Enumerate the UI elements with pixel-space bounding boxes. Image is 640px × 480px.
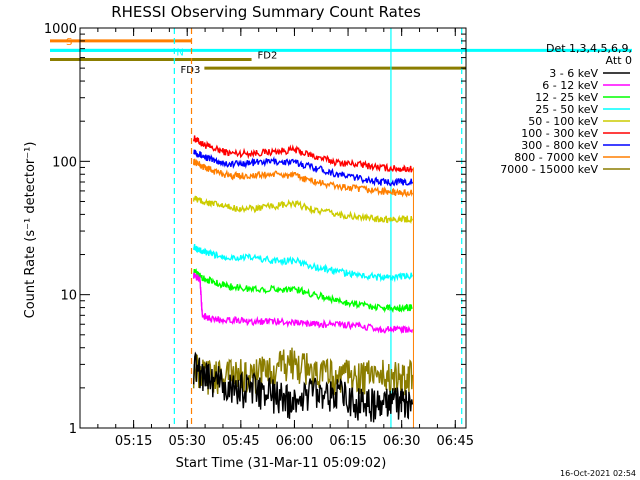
series-line bbox=[193, 268, 413, 314]
legend-label: 3 - 6 keV bbox=[549, 67, 598, 80]
series-line bbox=[193, 135, 414, 173]
series-line bbox=[193, 351, 414, 423]
series-layer bbox=[193, 135, 414, 428]
legend-header-detectors: Det 1,3,4,5,6,9, bbox=[546, 42, 632, 55]
event-marker-lines bbox=[173, 28, 463, 428]
y-axis: 1 10 100 1000 bbox=[44, 22, 466, 437]
legend-header-attenuator: Att 0 bbox=[606, 54, 632, 67]
x-tick-label: 05:15 bbox=[115, 434, 152, 449]
legend-label: 25 - 50 keV bbox=[535, 103, 598, 116]
y-tick-label: 1 bbox=[69, 422, 77, 437]
flag-label: FD3 bbox=[181, 65, 201, 76]
x-tick-label: 05:30 bbox=[168, 434, 205, 449]
flag-label: S bbox=[66, 37, 72, 48]
series-line bbox=[193, 195, 414, 225]
x-axis: 05:15 05:30 05:45 06:00 06:15 06:30 06:45 bbox=[79, 28, 474, 449]
legend-label: 7000 - 15000 keV bbox=[500, 163, 598, 176]
x-tick-label: 06:00 bbox=[276, 434, 313, 449]
instrument-state-flags: SNNFD2FD3 bbox=[50, 37, 632, 76]
y-axis-label: Count Rate (s⁻¹ detector⁻¹) bbox=[23, 142, 38, 319]
generation-timestamp: 16-Oct-2021 02:54 bbox=[560, 469, 636, 478]
series-line bbox=[193, 244, 414, 283]
y-tick-label: 1000 bbox=[44, 22, 77, 37]
chart-title: RHESSI Observing Summary Count Rates bbox=[111, 3, 421, 21]
series-line bbox=[193, 149, 414, 187]
y-tick-label: 10 bbox=[60, 289, 77, 304]
x-tick-label: 06:30 bbox=[383, 434, 420, 449]
legend-label: 800 - 7000 keV bbox=[514, 151, 598, 164]
flag-label: N bbox=[176, 47, 183, 58]
y-tick-label: 100 bbox=[52, 155, 77, 170]
x-tick-label: 06:45 bbox=[437, 434, 474, 449]
series-line bbox=[193, 158, 414, 198]
legend-label: 6 - 12 keV bbox=[542, 79, 598, 92]
series-line bbox=[193, 347, 414, 396]
legend-label: 50 - 100 keV bbox=[528, 115, 598, 128]
legend-label: 300 - 800 keV bbox=[521, 139, 598, 152]
series-line bbox=[193, 272, 414, 335]
legend-label: 12 - 25 keV bbox=[535, 91, 598, 104]
flag-label: FD2 bbox=[258, 51, 278, 62]
legend-label: 100 - 300 keV bbox=[521, 127, 598, 140]
x-tick-label: 05:45 bbox=[222, 434, 259, 449]
x-axis-label: Start Time (31-Mar-11 05:09:02) bbox=[176, 456, 387, 471]
plot-frame bbox=[79, 27, 467, 429]
x-tick-label: 06:15 bbox=[329, 434, 366, 449]
